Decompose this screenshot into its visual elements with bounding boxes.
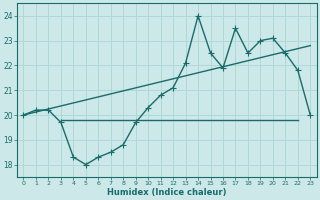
X-axis label: Humidex (Indice chaleur): Humidex (Indice chaleur): [107, 188, 227, 197]
